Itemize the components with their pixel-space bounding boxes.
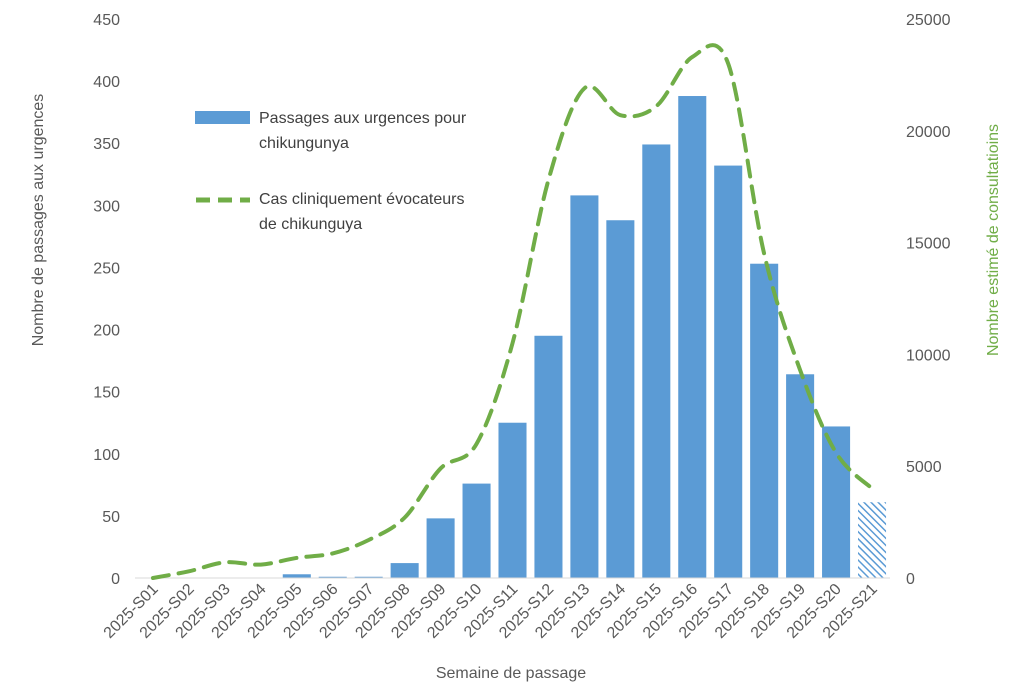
y-tick-label: 200: [93, 323, 120, 340]
bar: [606, 220, 635, 579]
y2-tick-label: 5000: [906, 459, 942, 476]
bar: [534, 335, 563, 578]
right-axis-ticks: 0 5000 10000 15000 20000 25000: [906, 12, 951, 588]
bar: [462, 483, 491, 578]
legend-bar-swatch: [195, 111, 250, 124]
bar: [318, 576, 347, 578]
bar: [642, 144, 671, 578]
legend-bar-label-line2: chikungunya: [259, 135, 349, 152]
legend-line-label-line1: Cas cliniquement évocateurs: [259, 191, 464, 208]
bar: [750, 263, 779, 578]
bar: [570, 195, 599, 578]
y-tick-label: 300: [93, 198, 120, 215]
y2-tick-label: 10000: [906, 347, 951, 364]
bar: [426, 518, 455, 578]
y-axis-title: Nombre de passages aux urgences: [30, 94, 47, 347]
bar: [678, 96, 707, 579]
bar-series: [282, 96, 887, 579]
bar: [498, 422, 527, 578]
y-tick-label: 350: [93, 136, 120, 153]
bar: [714, 165, 743, 579]
bar: [822, 426, 851, 578]
legend: Passages aux urgences pour chikungunya C…: [195, 110, 467, 233]
y2-tick-label: 25000: [906, 12, 951, 29]
line-series: [150, 43, 875, 580]
bar: [354, 576, 383, 578]
y-tick-label: 400: [93, 74, 120, 91]
y-tick-label: 0: [111, 571, 120, 588]
y2-tick-label: 15000: [906, 236, 951, 253]
bar: [786, 374, 815, 578]
bar: [390, 563, 419, 578]
y-tick-label: 250: [93, 260, 120, 277]
y-tick-label: 100: [93, 447, 120, 464]
bar-partial-week: [858, 502, 887, 578]
x-axis-title: Semaine de passage: [436, 665, 586, 682]
legend-bar-label-line1: Passages aux urgences pour: [259, 110, 467, 127]
bar: [282, 574, 311, 578]
y2-tick-label: 20000: [906, 124, 951, 141]
left-axis-ticks: 0 50 100 150 200 250 300 350 400 450: [93, 12, 120, 588]
y-tick-label: 50: [102, 509, 120, 526]
x-axis-ticks: 2025-S012025-S022025-S032025-S042025-S05…: [101, 581, 881, 642]
legend-line-label-line2: de chikunguya: [259, 216, 362, 233]
y-tick-label: 150: [93, 385, 120, 402]
y2-axis-title: Nombre estimé de consultatioins: [985, 124, 1002, 356]
y2-tick-label: 0: [906, 571, 915, 588]
y-tick-label: 450: [93, 12, 120, 29]
